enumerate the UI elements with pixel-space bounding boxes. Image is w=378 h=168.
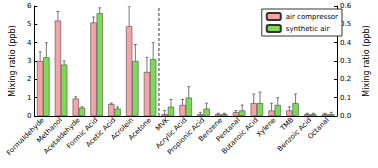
svg-text:Formaldehyde: Formaldehyde bbox=[5, 116, 47, 158]
svg-text:MVK: MVK bbox=[154, 116, 171, 133]
svg-text:Acrolein: Acrolein bbox=[109, 116, 136, 142]
svg-text:Methanol: Methanol bbox=[35, 116, 64, 145]
svg-text:Acetaldehyde: Acetaldehyde bbox=[42, 116, 82, 156]
svg-text:TMB: TMB bbox=[279, 116, 296, 133]
svg-text:Formic Acid: Formic Acid bbox=[65, 116, 100, 151]
svg-text:5: 5 bbox=[27, 20, 31, 28]
svg-text:Propionic Acid: Propionic Acid bbox=[166, 116, 207, 157]
svg-text:0.0: 0.0 bbox=[340, 112, 351, 120]
svg-text:Xylene: Xylene bbox=[255, 116, 278, 139]
svg-text:0.2: 0.2 bbox=[340, 75, 351, 83]
svg-text:Octanal: Octanal bbox=[306, 116, 331, 141]
svg-text:2: 2 bbox=[27, 75, 31, 83]
svg-text:3: 3 bbox=[27, 57, 31, 65]
svg-text:synthetic air: synthetic air bbox=[286, 25, 330, 33]
svg-text:0.3: 0.3 bbox=[340, 57, 351, 65]
svg-text:1: 1 bbox=[27, 94, 31, 102]
svg-text:Benzoic Acid: Benzoic Acid bbox=[276, 116, 314, 154]
svg-text:6: 6 bbox=[27, 2, 32, 10]
svg-text:Mixing ratio (ppb): Mixing ratio (ppb) bbox=[362, 25, 371, 96]
svg-text:0.5: 0.5 bbox=[340, 20, 352, 29]
svg-text:Pentanal: Pentanal bbox=[214, 116, 242, 144]
svg-text:0.4: 0.4 bbox=[340, 39, 352, 47]
svg-text:Acetic Acid: Acetic Acid bbox=[84, 116, 118, 149]
svg-text:Acrylic Acid: Acrylic Acid bbox=[154, 116, 189, 151]
svg-text:Butanoic Acid: Butanoic Acid bbox=[220, 116, 259, 155]
svg-text:Benzene: Benzene bbox=[197, 116, 225, 144]
svg-text:0.1: 0.1 bbox=[340, 94, 351, 102]
svg-text:air compressor: air compressor bbox=[286, 13, 338, 21]
svg-text:0.6: 0.6 bbox=[340, 2, 352, 10]
svg-text:Acetone: Acetone bbox=[127, 116, 153, 142]
svg-text:4: 4 bbox=[27, 39, 32, 47]
svg-text:0: 0 bbox=[27, 112, 31, 120]
svg-text:Mixing ratio (ppb): Mixing ratio (ppb) bbox=[8, 25, 17, 96]
